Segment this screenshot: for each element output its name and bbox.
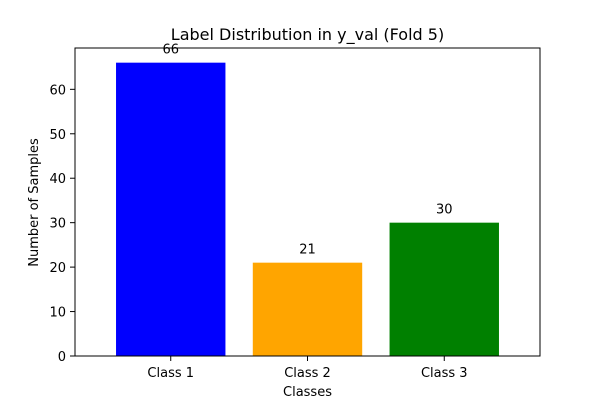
y-tick-label: 30 [49,217,66,232]
labels-layer: 66 21 30 [162,43,452,258]
data-label: 30 [436,203,453,218]
x-tick-label: Class 3 [421,366,468,381]
y-tick-label: 50 [49,128,66,143]
data-label: 21 [299,243,316,258]
y-axis-label: Number of Samples [27,138,42,267]
x-axis-label: Classes [283,385,332,400]
y-tick-label: 0 [58,350,66,365]
plot-frame [74,47,541,357]
y-tick-label: 20 [49,261,66,276]
x-tick-label: Class 1 [147,366,194,381]
y-tick-label: 60 [49,83,66,98]
bar-class-3 [389,222,499,356]
y-tick-label: 40 [49,172,66,187]
y-tick-label: 10 [49,306,66,321]
bar-class-2 [252,262,363,356]
bars-layer [116,62,499,357]
bar-class-1 [116,62,226,357]
chart-title: Label Distribution in y_val (Fold 5) [171,25,444,45]
data-label: 66 [162,43,179,58]
ticks-layer: Class 1 Class 2 Class 3 0 10 20 30 40 50 60 [49,83,467,381]
x-tick-label: Class 2 [284,366,331,381]
